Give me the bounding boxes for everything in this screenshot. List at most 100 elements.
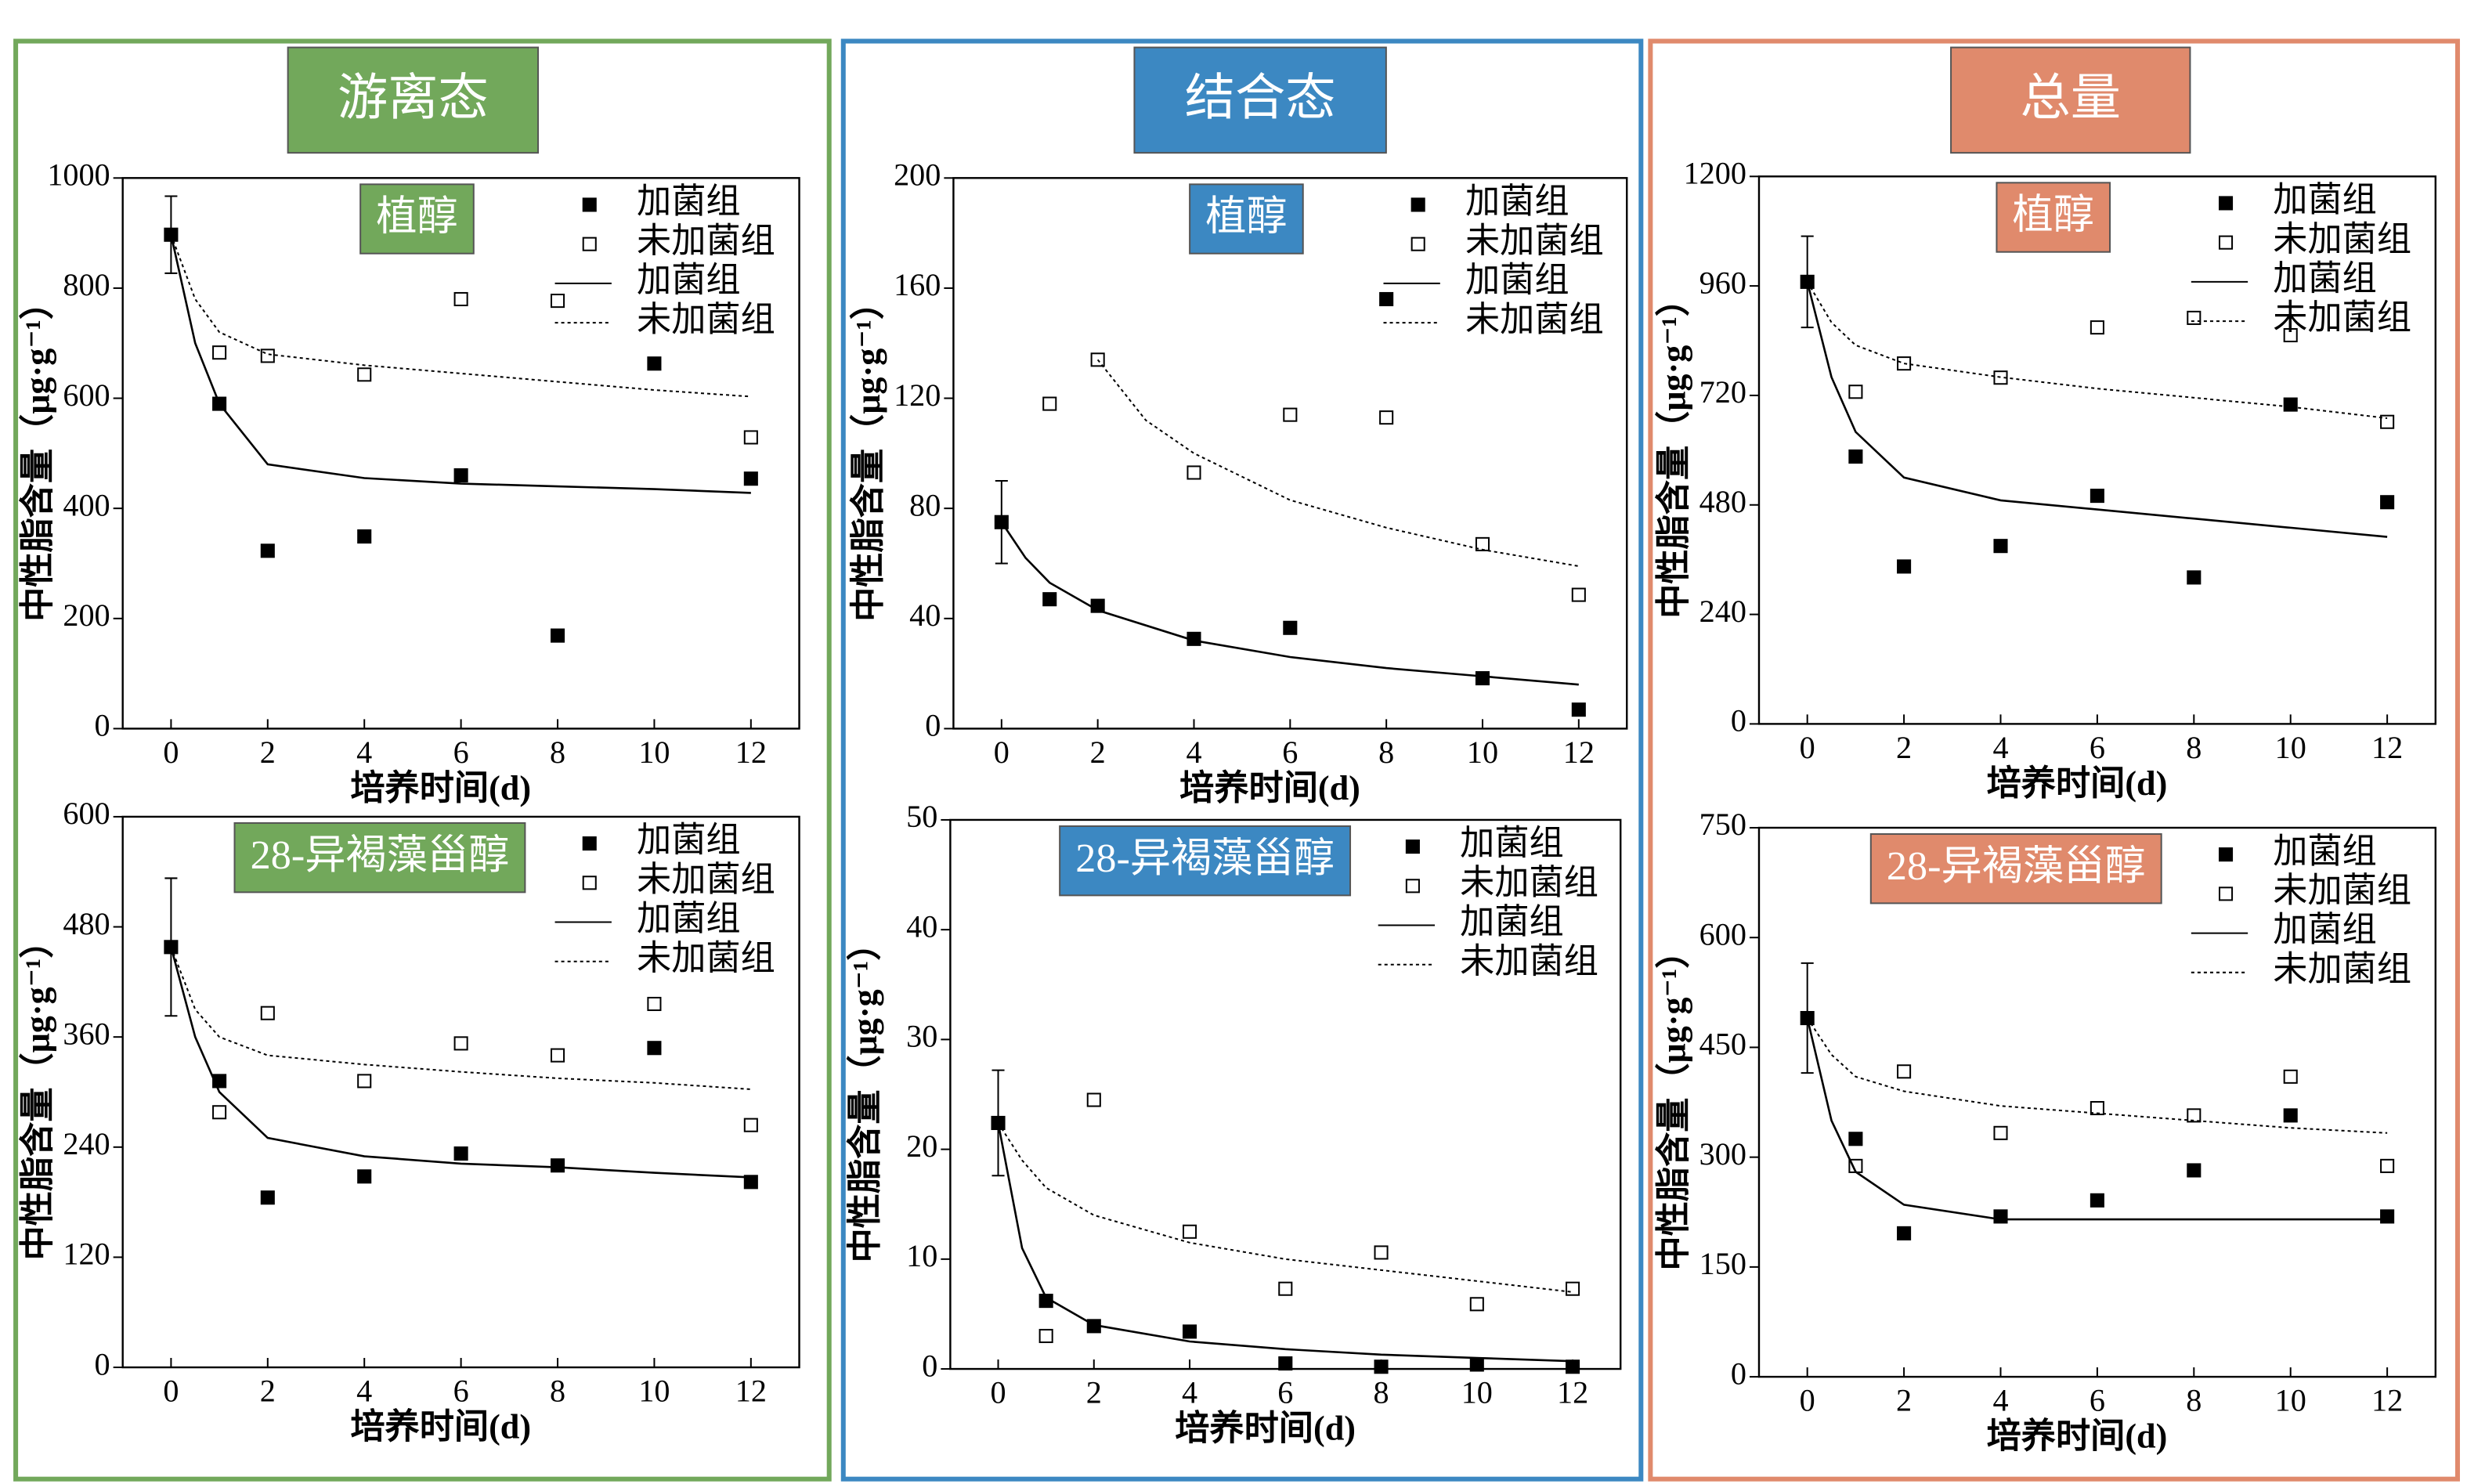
x-tick-label: 12 bbox=[735, 1373, 767, 1408]
y-axis-label: 中性脂含量（μg·g⁻¹） bbox=[1655, 282, 1693, 619]
data-point bbox=[357, 529, 372, 544]
data-point bbox=[260, 1190, 275, 1205]
data-point bbox=[743, 1118, 758, 1132]
data-point bbox=[1182, 1324, 1197, 1339]
data-point bbox=[1042, 396, 1057, 411]
data-point bbox=[357, 1074, 372, 1089]
panel-title: 结合态 bbox=[1185, 70, 1336, 126]
y-tick-label: 200 bbox=[894, 157, 941, 193]
data-point bbox=[2283, 1069, 2298, 1084]
y-tick-label: 750 bbox=[1699, 807, 1746, 842]
chart-label-box bbox=[359, 183, 475, 255]
legend-label: 加菌组 bbox=[2273, 181, 2377, 219]
y-tick-label: 0 bbox=[95, 708, 110, 743]
data-point bbox=[453, 1146, 468, 1161]
fit-line bbox=[1000, 522, 1579, 686]
fit-line bbox=[170, 234, 751, 398]
legend-label: 加菌组 bbox=[637, 182, 741, 221]
panel-title: 游离态 bbox=[338, 70, 489, 126]
data-point bbox=[1283, 407, 1298, 422]
y-tick-label: 30 bbox=[906, 1019, 937, 1054]
x-tick-label: 0 bbox=[1800, 730, 1815, 765]
legend-marker bbox=[2218, 235, 2234, 250]
legend-label: 未加菌组 bbox=[2273, 298, 2411, 337]
data-point bbox=[2090, 489, 2104, 504]
data-point bbox=[2090, 320, 2104, 335]
x-tick-label: 10 bbox=[2275, 1382, 2306, 1417]
data-point bbox=[550, 294, 565, 309]
data-point bbox=[1374, 1359, 1389, 1374]
data-point bbox=[1469, 1297, 1484, 1312]
y-tick-label: 720 bbox=[1699, 374, 1746, 410]
legend-marker bbox=[582, 876, 597, 890]
x-tick-label: 8 bbox=[2186, 1382, 2202, 1417]
y-tick-label: 600 bbox=[63, 796, 110, 831]
data-point bbox=[2090, 1193, 2104, 1208]
y-tick-label: 0 bbox=[95, 1346, 110, 1381]
data-point bbox=[1187, 465, 1201, 480]
x-tick-label: 4 bbox=[1992, 1382, 2008, 1417]
data-point bbox=[743, 1175, 758, 1190]
data-point bbox=[2187, 1163, 2202, 1178]
data-point bbox=[453, 291, 468, 307]
data-point bbox=[1897, 559, 1912, 574]
data-point bbox=[1469, 1357, 1484, 1372]
data-point bbox=[2090, 1100, 2104, 1116]
data-point bbox=[357, 1169, 372, 1184]
legend-label: 加菌组 bbox=[2273, 259, 2377, 298]
x-tick-label: 0 bbox=[994, 735, 1010, 770]
chart-label: 植醇 bbox=[376, 194, 457, 240]
y-tick-label: 120 bbox=[894, 377, 941, 413]
data-point bbox=[260, 1006, 275, 1020]
data-point bbox=[743, 471, 758, 486]
y-tick-label: 480 bbox=[63, 906, 110, 941]
data-point bbox=[1571, 702, 1586, 717]
x-tick-label: 4 bbox=[1182, 1374, 1197, 1410]
data-point bbox=[550, 628, 565, 643]
legend-marker bbox=[1405, 839, 1420, 854]
x-tick-label: 10 bbox=[638, 735, 670, 770]
y-tick-label: 1000 bbox=[47, 157, 110, 193]
legend-marker bbox=[2218, 196, 2234, 211]
y-tick-label: 10 bbox=[906, 1238, 937, 1273]
fit-line bbox=[170, 234, 751, 494]
y-tick-label: 20 bbox=[906, 1128, 937, 1164]
x-tick-label: 0 bbox=[1800, 1382, 1815, 1417]
chart-label-box bbox=[1869, 833, 2162, 904]
chart-label-box bbox=[233, 821, 526, 894]
data-point bbox=[1086, 1092, 1101, 1107]
data-point bbox=[550, 1158, 565, 1173]
x-tick-label: 2 bbox=[1090, 735, 1106, 770]
panel-frame bbox=[13, 38, 832, 1482]
x-tick-label: 2 bbox=[1086, 1374, 1102, 1410]
x-tick-label: 4 bbox=[356, 1373, 372, 1408]
y-tick-label: 40 bbox=[909, 598, 941, 633]
data-point bbox=[1182, 1224, 1197, 1239]
legend-marker bbox=[1410, 197, 1425, 212]
data-point bbox=[2187, 1108, 2202, 1123]
legend-marker bbox=[2218, 886, 2234, 901]
x-axis-label: 培养时间(d) bbox=[1987, 1417, 2168, 1456]
y-tick-label: 120 bbox=[63, 1237, 110, 1272]
data-point bbox=[647, 996, 662, 1012]
legend-label: 加菌组 bbox=[637, 821, 741, 859]
x-tick-label: 0 bbox=[163, 735, 179, 770]
data-point bbox=[2187, 310, 2202, 325]
x-tick-label: 8 bbox=[550, 735, 565, 770]
data-point bbox=[1278, 1281, 1293, 1296]
legend-label: 未加菌组 bbox=[2273, 220, 2411, 258]
data-point bbox=[1848, 385, 1863, 399]
x-tick-label: 2 bbox=[1896, 1382, 1912, 1417]
legend-marker bbox=[1410, 237, 1425, 251]
chart-label-box bbox=[1059, 825, 1352, 897]
legend-label: 加菌组 bbox=[1460, 824, 1564, 862]
data-point bbox=[550, 1048, 565, 1063]
x-tick-label: 4 bbox=[1186, 735, 1201, 770]
data-point bbox=[1283, 620, 1298, 635]
x-tick-label: 4 bbox=[1992, 730, 2008, 765]
legend-marker bbox=[2218, 847, 2234, 862]
panel-frame bbox=[840, 38, 1644, 1482]
x-tick-label: 10 bbox=[1461, 1374, 1493, 1410]
data-point bbox=[1379, 410, 1394, 425]
x-tick-label: 6 bbox=[1277, 1374, 1293, 1410]
